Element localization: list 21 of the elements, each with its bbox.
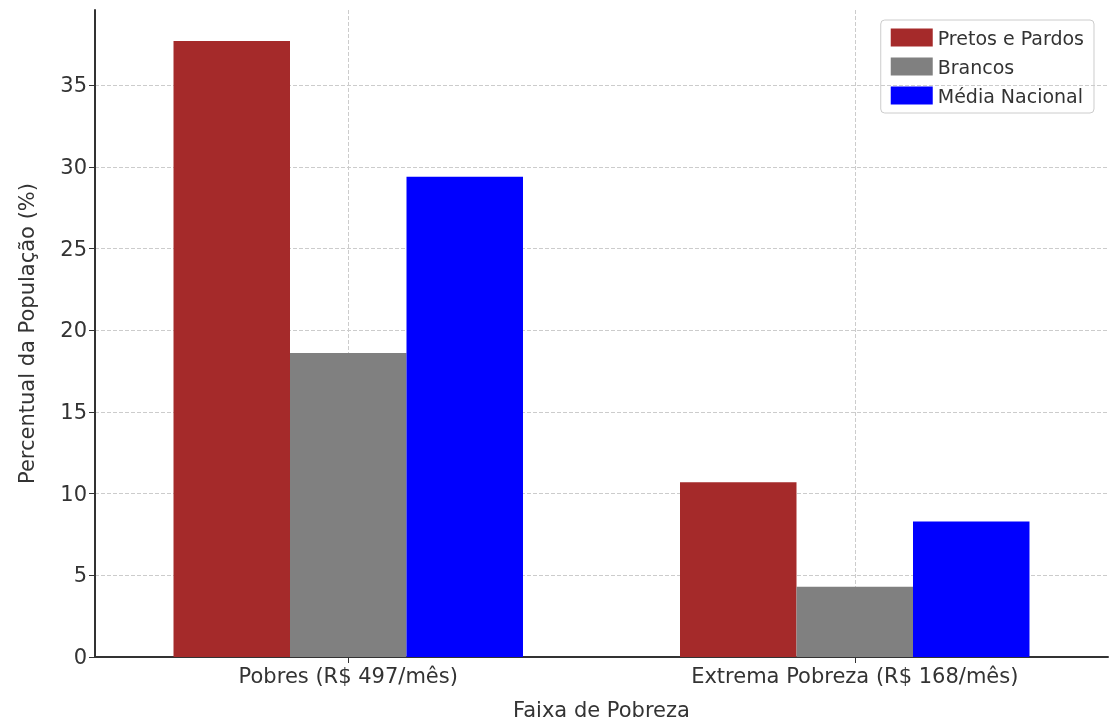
bar xyxy=(173,41,290,657)
y-axis-title: Percentual da População (%) xyxy=(14,183,39,484)
y-tick-label: 0 xyxy=(73,645,87,669)
bar xyxy=(796,586,913,657)
x-axis-title: Faixa de Pobreza xyxy=(513,697,690,722)
y-tick-label: 30 xyxy=(60,154,87,179)
y-tick-label: 10 xyxy=(60,481,87,506)
y-tick-label: 5 xyxy=(73,563,87,588)
y-tick-label: 20 xyxy=(60,318,87,343)
y-tick-label: 15 xyxy=(60,399,87,424)
y-tick-label: 25 xyxy=(60,236,87,261)
bar xyxy=(406,176,523,657)
legend-label: Brancos xyxy=(937,55,1015,78)
y-tick-label: 35 xyxy=(60,73,87,98)
legend-label: Média Nacional xyxy=(937,84,1084,107)
x-tick-label: Extrema Pobreza (R$ 168/mês) xyxy=(691,663,1019,688)
bar xyxy=(913,521,1030,657)
bar xyxy=(290,353,407,657)
legend-label: Pretos e Pardos xyxy=(937,26,1085,49)
x-tick-label: Pobres (R$ 497/mês) xyxy=(238,663,458,688)
bar xyxy=(680,482,797,657)
